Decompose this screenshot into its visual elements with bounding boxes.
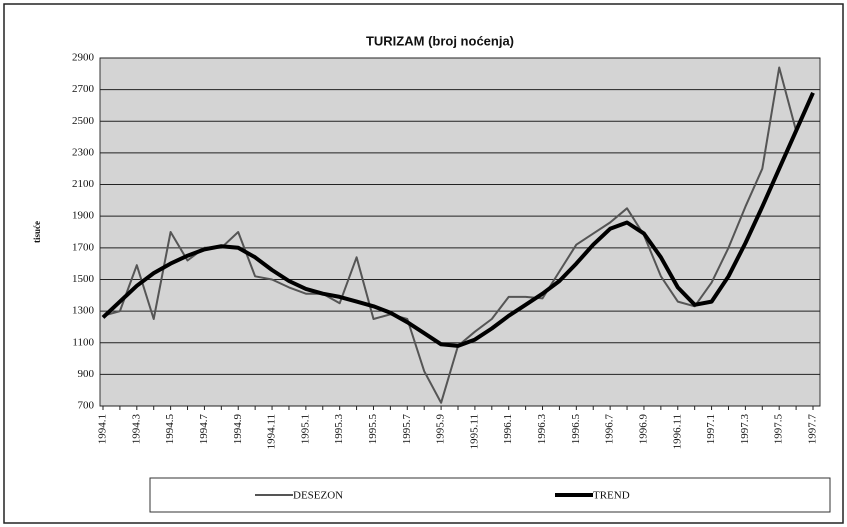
x-tick-label: 1997.3 [739, 414, 751, 445]
chart-title: TURIZAM (broj noćenja) [366, 33, 514, 48]
y-tick-label: 1300 [72, 305, 95, 317]
x-tick-label: 1995.9 [435, 414, 447, 445]
legend-label: TREND [593, 490, 630, 502]
x-tick-label: 1997.7 [807, 414, 819, 445]
x-tick-label: 1994.9 [232, 414, 244, 445]
x-tick-label: 1994.5 [164, 414, 176, 445]
x-tick-label: 1997.1 [705, 414, 717, 444]
x-tick-label: 1996.11 [671, 414, 683, 449]
x-tick-label: 1996.5 [570, 414, 582, 445]
plot-area [99, 57, 821, 407]
series-line [101, 91, 815, 348]
x-tick-label: 1994.11 [266, 414, 278, 449]
y-tick-label: 1900 [72, 210, 95, 222]
x-tick-label: 1995.3 [333, 414, 345, 445]
x-tick-label: 1995.7 [401, 414, 413, 445]
x-tick-label: 1996.7 [604, 414, 616, 445]
y-tick-label: 2500 [72, 115, 95, 127]
x-tick-label: 1995.5 [367, 414, 379, 445]
y-tick-label: 2300 [72, 146, 95, 158]
legend-label: DESEZON [293, 490, 343, 502]
y-tick-label: 900 [78, 368, 95, 380]
y-tick-label: 2700 [72, 83, 95, 95]
x-tick-label: 1994.7 [198, 414, 210, 445]
y-tick-label: 1500 [72, 273, 95, 285]
legend [149, 477, 831, 513]
x-tick-label: 1996.3 [536, 414, 548, 445]
y-tick-label: 2900 [72, 52, 95, 64]
x-tick-label: 1996.9 [637, 414, 649, 445]
x-tick-label: 1994.3 [130, 414, 142, 445]
x-tick-label: 1994.1 [97, 414, 109, 444]
y-tick-label: 1100 [72, 336, 94, 348]
y-tick-label: 2100 [72, 178, 95, 190]
x-tick-label: 1997.5 [773, 414, 785, 445]
x-tick-label: 1995.11 [468, 414, 480, 449]
x-tick-label: 1996.1 [502, 414, 514, 444]
y-tick-label: 700 [78, 400, 95, 412]
y-tick-label: 1700 [72, 241, 95, 253]
x-tick-label: 1995.1 [299, 414, 311, 444]
y-axis-label: tisuće [32, 221, 42, 243]
